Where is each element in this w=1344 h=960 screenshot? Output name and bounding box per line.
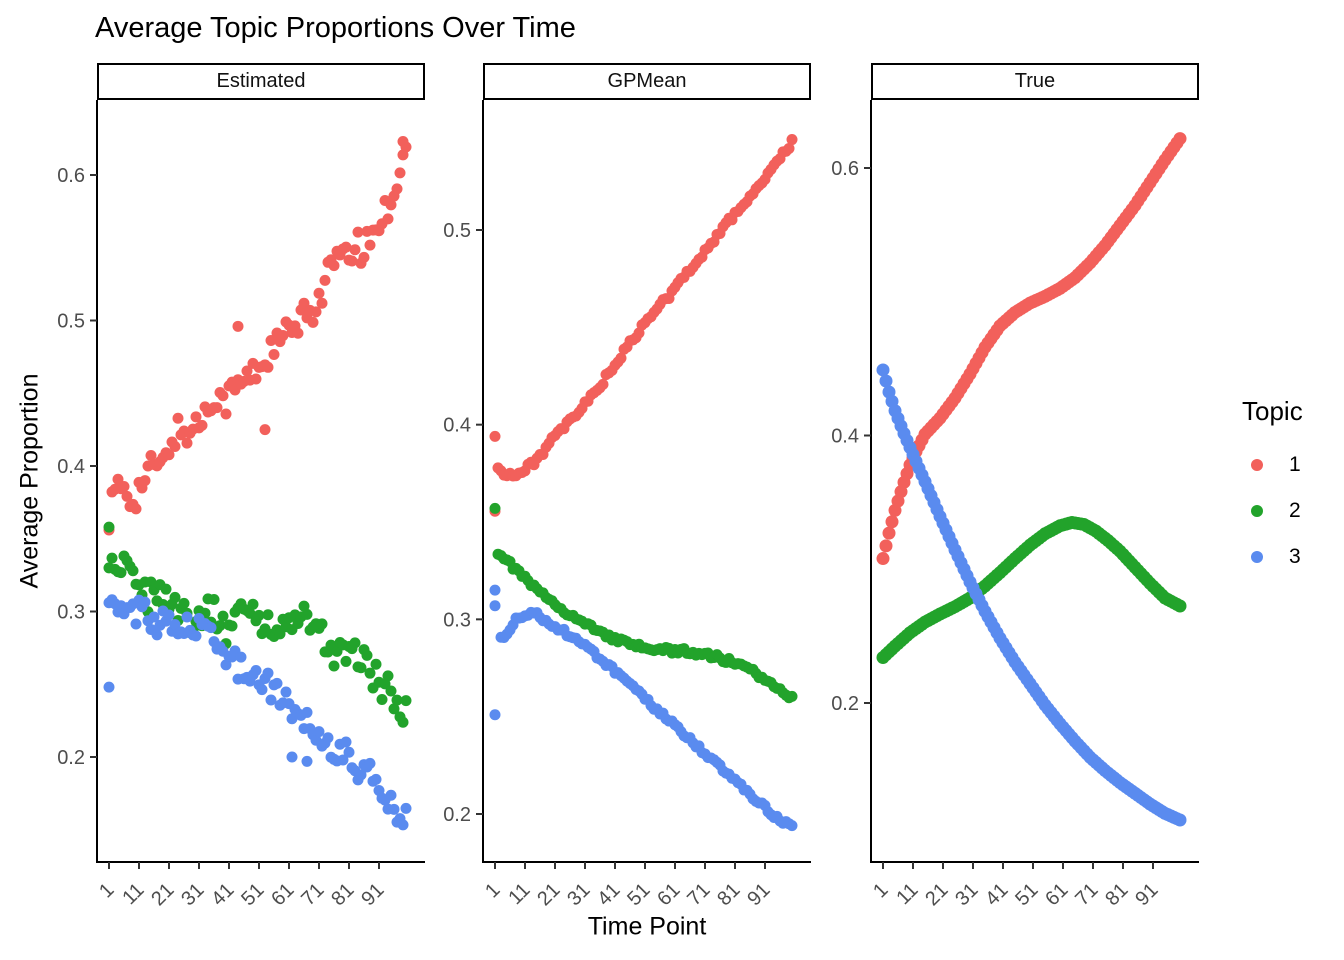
- svg-text:21: 21: [533, 879, 564, 910]
- svg-text:0.5: 0.5: [443, 220, 471, 242]
- svg-text:81: 81: [1101, 879, 1132, 910]
- legend-swatch: [1251, 505, 1263, 517]
- svg-text:51: 51: [237, 879, 268, 910]
- svg-text:41: 41: [593, 879, 624, 910]
- svg-text:71: 71: [1071, 879, 1102, 910]
- legend-item-topic-1: 1: [1251, 453, 1301, 477]
- svg-text:71: 71: [297, 879, 328, 910]
- facet-strip-estimated: Estimated: [97, 63, 425, 100]
- svg-text:41: 41: [981, 879, 1012, 910]
- svg-text:91: 91: [743, 879, 774, 910]
- svg-text:81: 81: [327, 879, 358, 910]
- facet-strip-label: Estimated: [216, 70, 306, 92]
- svg-text:61: 61: [267, 879, 298, 910]
- svg-text:51: 51: [1011, 879, 1042, 910]
- svg-text:0.5: 0.5: [57, 311, 85, 333]
- svg-text:51: 51: [623, 879, 654, 910]
- svg-text:11: 11: [504, 879, 534, 909]
- svg-text:61: 61: [653, 879, 684, 910]
- legend-item-topic-2: 2: [1251, 499, 1301, 523]
- svg-text:91: 91: [357, 879, 388, 910]
- svg-text:71: 71: [683, 879, 714, 910]
- svg-text:81: 81: [713, 879, 744, 910]
- svg-text:31: 31: [951, 879, 982, 910]
- svg-text:91: 91: [1131, 879, 1162, 910]
- svg-text:11: 11: [118, 879, 148, 909]
- legend-swatch: [1251, 459, 1263, 471]
- legend-item-label: 1: [1289, 453, 1301, 476]
- svg-text:1: 1: [95, 879, 118, 902]
- svg-text:0.6: 0.6: [831, 158, 859, 180]
- legend-item-label: 3: [1289, 545, 1301, 568]
- svg-text:0.4: 0.4: [443, 415, 471, 437]
- svg-text:41: 41: [207, 879, 238, 910]
- legend-item-topic-3: 3: [1251, 545, 1301, 569]
- facet-strip-gpmean: GPMean: [483, 63, 811, 100]
- x-axis-title: Time Point: [587, 912, 707, 941]
- svg-text:1: 1: [481, 879, 504, 902]
- svg-text:1: 1: [869, 879, 892, 902]
- svg-text:21: 21: [921, 879, 952, 910]
- svg-text:0.4: 0.4: [57, 456, 85, 478]
- facet-strip-label: GPMean: [607, 70, 687, 92]
- chart-title: Average Topic Proportions Over Time: [95, 12, 576, 44]
- legend-swatch: [1251, 551, 1263, 563]
- svg-text:0.3: 0.3: [443, 609, 471, 631]
- y-axis-title: Average Proportion: [15, 373, 44, 589]
- legend-title: Topic: [1242, 396, 1303, 426]
- svg-text:0.4: 0.4: [831, 426, 859, 448]
- svg-text:0.2: 0.2: [443, 804, 471, 826]
- svg-text:61: 61: [1041, 879, 1072, 910]
- svg-text:0.6: 0.6: [57, 165, 85, 187]
- svg-text:31: 31: [563, 879, 594, 910]
- svg-text:21: 21: [147, 879, 178, 910]
- svg-text:11: 11: [892, 879, 922, 909]
- facet-strip-true: True: [871, 63, 1199, 100]
- svg-text:0.3: 0.3: [57, 602, 85, 624]
- legend-item-label: 2: [1289, 499, 1301, 522]
- facet-strip-label: True: [1014, 70, 1056, 92]
- svg-text:0.2: 0.2: [831, 693, 859, 715]
- svg-text:31: 31: [177, 879, 208, 910]
- svg-text:0.2: 0.2: [57, 747, 85, 769]
